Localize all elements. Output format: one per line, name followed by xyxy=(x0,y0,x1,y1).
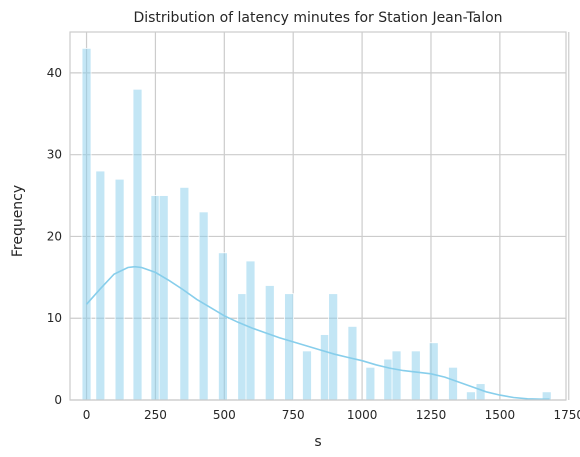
x-tick-label: 0 xyxy=(83,408,91,422)
x-tick-label: 750 xyxy=(282,408,305,422)
histogram-bar xyxy=(284,293,294,401)
histogram-bar xyxy=(158,195,169,401)
histogram-bar xyxy=(328,293,339,401)
x-axis-label: s xyxy=(314,434,321,450)
kde-curve-layer xyxy=(85,265,550,401)
histogram-bar xyxy=(383,358,394,401)
histogram-bar xyxy=(319,334,330,401)
histogram-bar xyxy=(365,366,376,401)
histogram-bars xyxy=(81,47,552,401)
histogram-bar xyxy=(428,342,439,401)
histogram-bar xyxy=(218,252,228,401)
grid xyxy=(70,32,570,401)
histogram-bar xyxy=(347,325,358,401)
histogram-bar xyxy=(391,350,402,401)
y-tick-label: 20 xyxy=(47,229,62,243)
histogram-bar xyxy=(132,88,143,401)
histogram-bar xyxy=(448,366,458,401)
histogram-bar xyxy=(150,195,161,401)
histogram-bar xyxy=(81,47,92,401)
histogram-bar xyxy=(264,285,275,401)
kde-curve xyxy=(85,265,550,401)
histogram-bar xyxy=(466,391,476,401)
histogram-bar xyxy=(475,383,486,401)
y-tick-label: 30 xyxy=(47,148,62,162)
x-tick-label: 1250 xyxy=(416,408,447,422)
x-tick-label: 250 xyxy=(144,408,167,422)
x-tick-label: 1000 xyxy=(347,408,378,422)
histogram-bar xyxy=(302,350,312,401)
y-tick-label: 0 xyxy=(54,393,62,407)
histogram-bar xyxy=(410,350,421,401)
x-tick-label: 1500 xyxy=(485,408,516,422)
histogram-bar xyxy=(237,293,248,401)
y-axis-label: Frequency xyxy=(10,185,26,257)
x-tick-label: 500 xyxy=(213,408,236,422)
chart-title: Distribution of latency minutes for Stat… xyxy=(133,10,502,26)
y-tick-label: 10 xyxy=(47,311,62,325)
plot-border xyxy=(69,31,567,401)
histogram-bar xyxy=(245,260,256,401)
histogram-bar xyxy=(114,178,125,401)
y-tick-label: 40 xyxy=(47,66,62,80)
plot-frame xyxy=(69,31,567,401)
